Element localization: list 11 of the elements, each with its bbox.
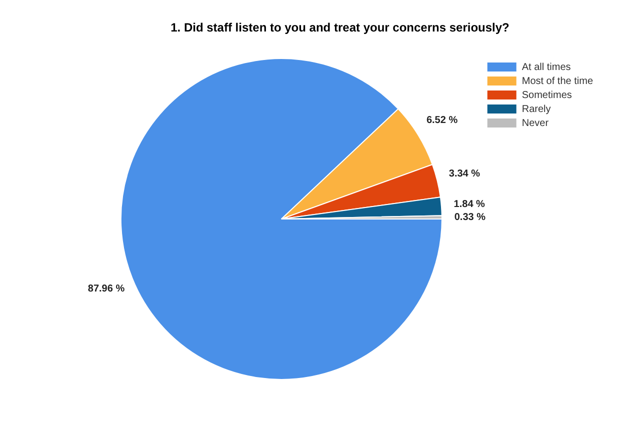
- data-label: 3.34 %: [448, 168, 480, 180]
- legend-label: Sometimes: [522, 90, 572, 101]
- legend-label: Rarely: [522, 104, 551, 115]
- chart-title: 1. Did staff listen to you and treat your concerns seriously?: [170, 20, 510, 34]
- data-label: 0.33 %: [454, 212, 486, 223]
- legend-label: Most of the time: [522, 76, 594, 87]
- legend-label: At all times: [522, 62, 571, 73]
- data-label: 87.96 %: [88, 283, 125, 294]
- data-label: 6.52 %: [426, 115, 458, 126]
- legend-label: Never: [522, 118, 550, 129]
- data-label: 1.84 %: [454, 198, 486, 210]
